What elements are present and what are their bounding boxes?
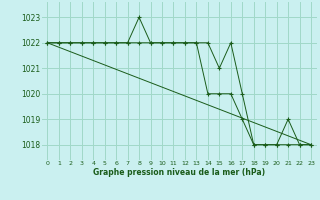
- X-axis label: Graphe pression niveau de la mer (hPa): Graphe pression niveau de la mer (hPa): [93, 168, 265, 177]
